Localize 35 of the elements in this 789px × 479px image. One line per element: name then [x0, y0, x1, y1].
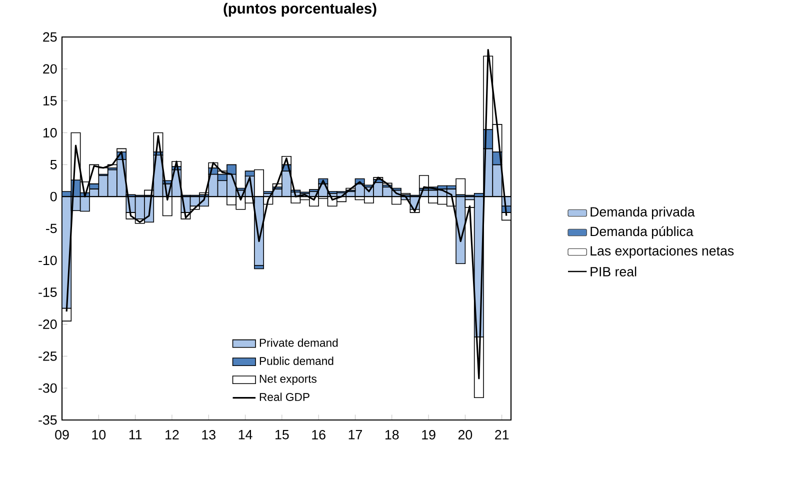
text: Demanda pública [590, 226, 694, 239]
y-tick-label: -35 [38, 415, 57, 425]
x-tick-label: 15 [276, 430, 289, 440]
y-tick-label: 5 [50, 160, 57, 170]
text: Las exportaciones netas [590, 246, 734, 258]
x-tick-label: 16 [312, 430, 326, 440]
x-tick-label: 13 [202, 430, 216, 440]
y-tick-label: 15 [43, 96, 57, 106]
y-tick-label: -15 [38, 288, 57, 297]
x-tick-label: 21 [495, 430, 509, 440]
x-tick-label: 10 [92, 430, 106, 440]
y-tick-label: 0 [50, 192, 57, 202]
legend-label: Public demand [260, 356, 334, 366]
text: PIB real [590, 266, 636, 276]
text: Demanda privada [590, 206, 695, 220]
y-tick-label: 25 [43, 32, 57, 42]
x-tick-label: 11 [129, 430, 142, 440]
x-tick-label: 09 [55, 430, 69, 440]
x-tick-label: 12 [166, 430, 179, 440]
y-tick-label: -10 [38, 256, 57, 266]
y-tick-label: -5 [46, 224, 57, 234]
x-tick-label: 18 [385, 430, 399, 440]
x-tick-label: 20 [458, 430, 472, 440]
legend-label: Private demand [260, 338, 338, 347]
x-tick-label: 17 [348, 430, 362, 440]
x-tick-label: 14 [238, 430, 252, 440]
y-tick-label: 20 [43, 64, 57, 74]
y-tick-label: -25 [38, 351, 57, 361]
legend-label: Real GDP [260, 392, 310, 402]
chart-title: (puntos porcentuales) [224, 2, 376, 17]
x-tick-label: 19 [422, 430, 436, 440]
y-tick-label: 10 [43, 128, 57, 138]
y-tick-label: -30 [38, 383, 57, 393]
legend-label: Net exports [260, 374, 317, 386]
y-tick-label: -20 [38, 320, 57, 329]
